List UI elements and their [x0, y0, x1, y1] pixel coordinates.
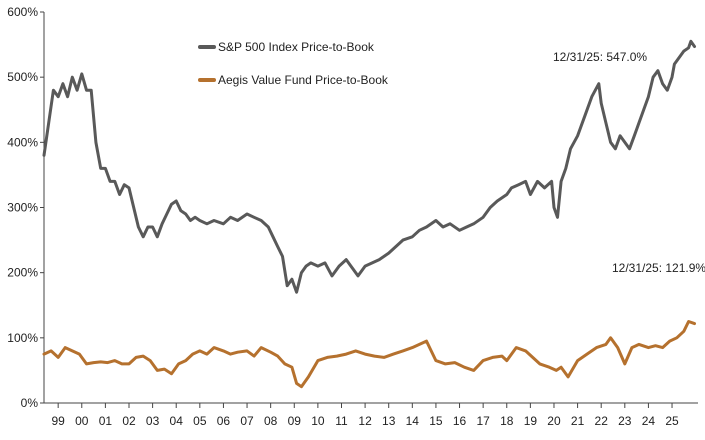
x-tick-label: 01 — [99, 414, 113, 428]
x-tick-label: 08 — [264, 414, 278, 428]
y-tick-label: 500% — [7, 70, 38, 84]
x-tick-label: 07 — [240, 414, 254, 428]
x-tick-label: 14 — [406, 414, 420, 428]
sp500-price-to-book-line — [42, 39, 696, 294]
y-tick-label: 200% — [7, 266, 38, 280]
x-tick-label: 24 — [642, 414, 656, 428]
x-tick-label: 00 — [75, 414, 89, 428]
x-tick-label: 19 — [524, 414, 538, 428]
x-tick-label: 22 — [595, 414, 609, 428]
x-tick-label: 17 — [476, 414, 490, 428]
y-tick-label: 100% — [7, 331, 38, 345]
x-tick-label: 16 — [453, 414, 467, 428]
x-tick-label: 03 — [146, 414, 160, 428]
x-tick-label: 11 — [335, 414, 348, 428]
y-axis-ticks: 0% 100% 200% 300% 400% 500% 600% — [7, 5, 44, 410]
x-tick-label: 05 — [193, 414, 207, 428]
x-tick-label: 10 — [311, 414, 325, 428]
x-tick-label: 12 — [358, 414, 372, 428]
x-tick-label: 25 — [665, 414, 679, 428]
series-lines — [42, 39, 696, 389]
x-tick-label: 13 — [382, 414, 396, 428]
x-tick-label: 06 — [217, 414, 231, 428]
x-tick-label: 09 — [288, 414, 302, 428]
x-tick-label: 20 — [547, 414, 561, 428]
end-value-annotation: 12/31/25: 121.9% — [612, 261, 705, 275]
x-tick-label: 02 — [122, 414, 136, 428]
chart-axes — [43, 12, 698, 404]
annotations: 12/31/25: 547.0% 12/31/25: 121.9% — [553, 50, 705, 275]
end-value-annotation: 12/31/25: 547.0% — [553, 50, 647, 64]
x-tick-label: 23 — [618, 414, 632, 428]
y-tick-label: 300% — [7, 201, 38, 215]
x-tick-label: 18 — [500, 414, 514, 428]
y-tick-label: 600% — [7, 5, 38, 19]
x-axis-ticks: 99 00 01 02 03 04 05 06 07 08 09 10 11 12 13 14 15 16 17 18… — [51, 403, 679, 428]
legend-label: Aegis Value Fund Price-to-Book — [218, 73, 389, 87]
y-tick-label: 400% — [7, 135, 38, 149]
legend-label: S&P 500 Index Price-to-Book — [218, 40, 375, 54]
legend: S&P 500 Index Price-to-Book Aegis Value F… — [198, 40, 389, 87]
aegis-price-to-book-line — [42, 320, 696, 389]
y-tick-label: 0% — [21, 396, 39, 410]
x-tick-label: 04 — [170, 414, 184, 428]
x-tick-label: 15 — [429, 414, 443, 428]
x-tick-label: 21 — [571, 414, 585, 428]
x-tick-label: 99 — [51, 414, 65, 428]
